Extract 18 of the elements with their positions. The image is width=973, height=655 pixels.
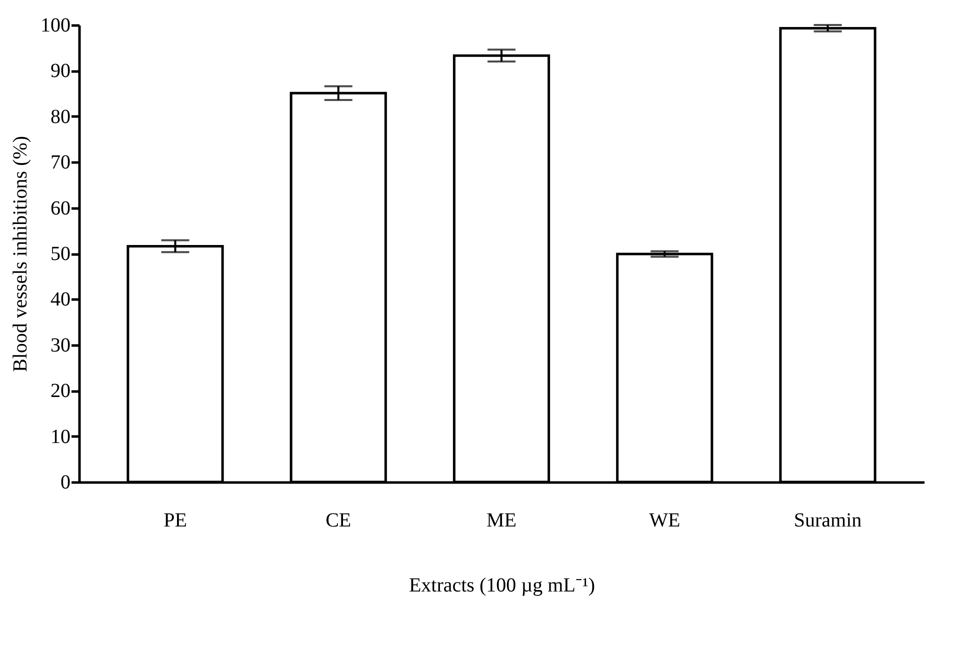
y-tick-label: 90	[50, 60, 70, 82]
x-tick-label: CE	[326, 510, 352, 532]
y-tick-label: 10	[50, 426, 70, 448]
x-tick-label: PE	[164, 510, 187, 532]
y-tick-label: 0	[60, 472, 70, 494]
y-tick-label: 70	[50, 152, 70, 174]
y-tick-label: 100	[40, 14, 70, 36]
y-tick-label: 40	[50, 288, 70, 311]
y-tick-label: 60	[50, 197, 70, 220]
y-axis-title: Blood vessels inhibitions (%)	[10, 136, 32, 372]
y-tick-label: 30	[50, 334, 70, 356]
y-tick-label: 20	[50, 380, 70, 402]
x-tick-label: Suramin	[794, 510, 862, 532]
x-axis-title: Extracts (100 µg mL⁻¹)	[408, 574, 596, 596]
y-tick-label: 80	[50, 106, 70, 128]
y-tick-label: 50	[50, 243, 70, 265]
x-tick-label: ME	[486, 510, 516, 532]
x-tick-label: WE	[649, 510, 680, 532]
